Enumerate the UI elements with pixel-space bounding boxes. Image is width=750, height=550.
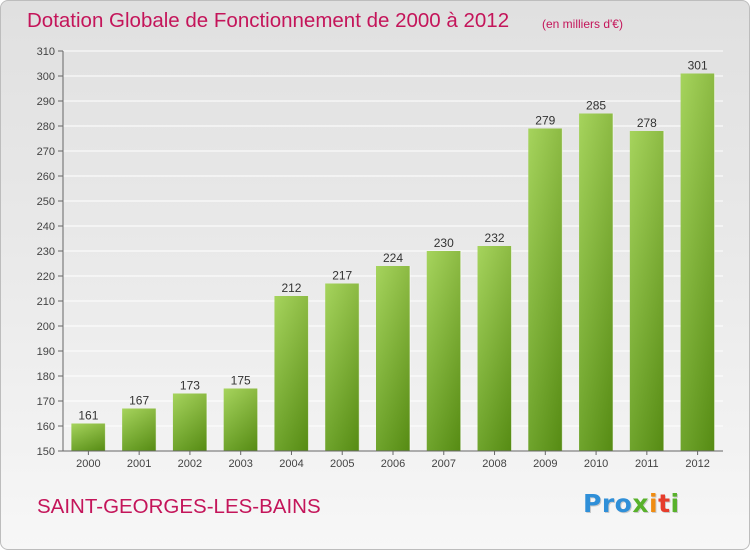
x-tick-label-2001: 2001 <box>127 458 151 470</box>
y-tick-label: 270 <box>37 146 55 158</box>
x-tick-label-2009: 2009 <box>533 458 557 470</box>
bar-shade-2009 <box>528 128 563 451</box>
chart-title: Dotation Globale de Fonctionnement de 20… <box>27 9 510 32</box>
data-label-2006: 224 <box>383 251 403 265</box>
data-label-2004: 212 <box>281 281 301 295</box>
data-label-2008: 232 <box>485 231 505 245</box>
logo-letter: o <box>614 489 633 518</box>
logo-letter: i <box>670 489 680 518</box>
labels: 150 160 170 180 190 200 210 220 230 240 250 260 270 2… <box>37 46 710 470</box>
y-tick-label: 290 <box>37 96 55 108</box>
y-tick-label: 300 <box>37 71 55 83</box>
logo-letter: x <box>632 489 649 518</box>
logo-letter: P <box>583 489 602 518</box>
data-label-2010: 285 <box>586 99 606 113</box>
y-tick-label: 150 <box>37 446 55 458</box>
axes <box>58 50 723 455</box>
bar-shade-2004 <box>274 296 309 451</box>
bar-shade-2003 <box>223 388 258 451</box>
town-name: SAINT-GEORGES-LES-BAINS <box>37 495 321 518</box>
x-tick-label-2008: 2008 <box>482 458 506 470</box>
data-label-2012: 301 <box>688 59 708 73</box>
x-tick-label-2011: 2011 <box>635 458 659 470</box>
logo-letter: t <box>658 489 671 518</box>
bar-shade-2005 <box>325 283 360 451</box>
x-tick-label-2012: 2012 <box>685 458 709 470</box>
data-label-2009: 279 <box>535 114 555 128</box>
bar-shade-2007 <box>426 251 461 451</box>
data-label-2002: 173 <box>180 379 200 393</box>
data-label-2005: 217 <box>332 269 352 283</box>
bar-shade-2006 <box>376 266 410 451</box>
y-tick-label: 180 <box>37 371 55 383</box>
bar-shade-2012 <box>680 73 715 451</box>
logo-letter: i <box>649 489 659 518</box>
x-tick-label-2002: 2002 <box>178 458 202 470</box>
y-tick-label: 260 <box>37 171 55 183</box>
proxiti-logo[interactable]: Proxiti <box>583 489 680 518</box>
y-tick-label: 200 <box>37 321 55 333</box>
y-tick-label: 240 <box>37 221 55 233</box>
x-tick-label-2007: 2007 <box>432 458 456 470</box>
bar-shade-2008 <box>477 246 512 451</box>
y-tick-label: 250 <box>37 196 55 208</box>
y-tick-label: 220 <box>37 271 55 283</box>
bar-shade-2002 <box>172 393 207 451</box>
bar-shade-2001 <box>122 408 157 451</box>
x-tick-label-2005: 2005 <box>330 458 354 470</box>
x-tick-label-2003: 2003 <box>228 458 252 470</box>
y-tick-label: 280 <box>37 121 55 133</box>
y-tick-label: 210 <box>37 296 55 308</box>
data-label-2011: 278 <box>637 116 657 130</box>
data-label-2007: 230 <box>434 236 454 250</box>
data-label-2003: 175 <box>231 374 251 388</box>
y-tick-label: 160 <box>37 421 55 433</box>
data-label-2000: 161 <box>78 409 98 423</box>
bar-shade-2011 <box>629 131 664 451</box>
bar-shade-2000 <box>71 423 106 451</box>
y-tick-label: 230 <box>37 246 55 258</box>
x-tick-label-2010: 2010 <box>584 458 608 470</box>
y-tick-label: 170 <box>37 396 55 408</box>
y-tick-label: 310 <box>37 46 55 58</box>
x-tick-label-2004: 2004 <box>279 458 303 470</box>
bar-shade-2010 <box>579 113 614 451</box>
bars <box>71 73 716 451</box>
logo-letter: r <box>601 489 615 518</box>
x-tick-label-2000: 2000 <box>76 458 100 470</box>
chart-unit-note: (en milliers d'€) <box>542 17 623 31</box>
data-label-2001: 167 <box>129 394 149 408</box>
x-tick-label-2006: 2006 <box>381 458 405 470</box>
y-tick-label: 190 <box>37 346 55 358</box>
